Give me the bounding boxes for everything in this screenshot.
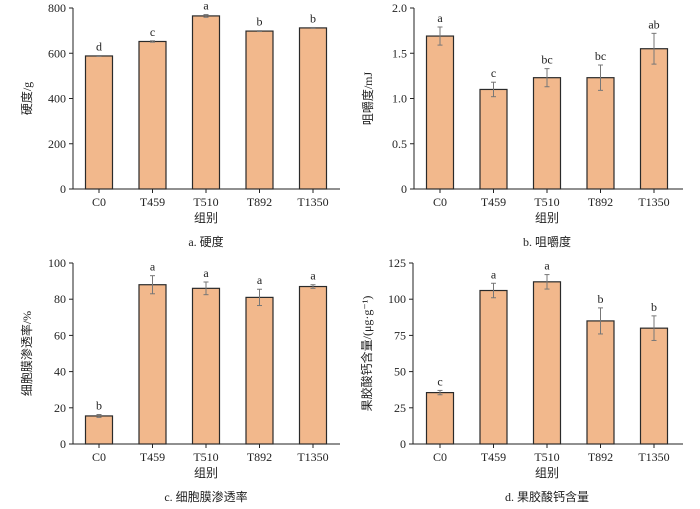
bar-t459 xyxy=(138,284,167,445)
bar-t510 xyxy=(191,287,221,445)
significance-letter: b xyxy=(257,15,263,29)
bar-t1350 xyxy=(298,27,328,190)
y-tick-label: 2.0 xyxy=(392,1,407,15)
significance-letter: bc xyxy=(595,49,606,63)
x-tick-label: T459 xyxy=(481,195,506,209)
significance-letter: bc xyxy=(541,53,552,67)
y-tick-label: 80 xyxy=(54,292,66,306)
x-tick-label: T892 xyxy=(247,195,272,209)
y-tick-label: 100 xyxy=(388,292,406,306)
y-tick-label: 600 xyxy=(48,46,66,60)
bar-t459 xyxy=(138,40,167,190)
significance-letter: ab xyxy=(648,17,659,31)
y-tick-label: 25 xyxy=(394,401,406,415)
bar-t510 xyxy=(191,15,221,190)
y-tick-label: 200 xyxy=(48,137,66,151)
x-axis-label: 组别 xyxy=(535,466,559,480)
y-tick-label: 0.5 xyxy=(392,137,407,151)
significance-letter: a xyxy=(437,11,443,25)
x-tick-label: C0 xyxy=(92,450,106,464)
significance-letter: b xyxy=(598,292,604,306)
x-tick-label: T892 xyxy=(588,450,613,464)
bar-t459 xyxy=(479,88,508,190)
x-tick-label: T510 xyxy=(534,450,559,464)
bar-t1350 xyxy=(298,285,328,445)
y-tick-label: 800 xyxy=(48,1,66,15)
y-tick-label: 1.5 xyxy=(392,46,407,60)
x-tick-label: T459 xyxy=(140,450,165,464)
significance-letter: a xyxy=(203,0,209,13)
significance-letter: c xyxy=(491,66,496,80)
significance-letter: d xyxy=(96,40,102,54)
x-tick-label: T1350 xyxy=(297,450,328,464)
x-tick-label: T459 xyxy=(140,195,165,209)
y-tick-label: 0 xyxy=(401,182,407,196)
bar-t1350 xyxy=(639,48,669,190)
panel-d-calcium-pectate: 0 25 50 75 100 125 c C0 a T459 a T510 b T892 b T1350 组别 d… xyxy=(359,256,683,504)
significance-letter: c xyxy=(150,25,155,39)
x-tick-label: C0 xyxy=(92,195,106,209)
x-tick-label: C0 xyxy=(433,450,447,464)
significance-letter: a xyxy=(544,259,550,273)
significance-letter: a xyxy=(257,273,263,287)
y-tick-label: 1.0 xyxy=(392,92,407,106)
x-tick-label: T1350 xyxy=(638,450,669,464)
y-tick-label: 60 xyxy=(54,328,66,342)
bar-t892 xyxy=(586,320,615,445)
panel-c-membrane-permeability: 0 20 40 60 80 100 b C0 a T459 a T510 a T892 a T1350 组别 c.… xyxy=(19,256,340,504)
panel-caption: b. 咀嚼度 xyxy=(523,234,571,249)
panel-caption: c. 细胞膜渗透率 xyxy=(164,489,247,504)
bar-t510 xyxy=(532,77,562,190)
bar-c0 xyxy=(84,415,114,445)
bar-t892 xyxy=(245,30,274,190)
x-tick-label: T1350 xyxy=(638,195,669,209)
bar-t892 xyxy=(245,296,274,445)
significance-letter: b xyxy=(96,398,102,412)
significance-letter: a xyxy=(491,267,497,281)
x-tick-label: C0 xyxy=(433,195,447,209)
bar-c0 xyxy=(425,35,455,190)
x-tick-label: T892 xyxy=(588,195,613,209)
panel-caption: a. 硬度 xyxy=(188,234,223,249)
panel-a-hardness: 0 200 400 600 800 d C0 c T459 a T510 b T892 b T1350 组别 a… xyxy=(19,0,340,249)
y-axis-label: 咀嚼度/mJ xyxy=(360,72,375,126)
x-tick-label: T1350 xyxy=(297,195,328,209)
y-tick-label: 0 xyxy=(60,182,66,196)
x-tick-label: T892 xyxy=(247,450,272,464)
y-tick-label: 50 xyxy=(394,365,406,379)
x-tick-label: T510 xyxy=(193,195,218,209)
y-tick-label: 100 xyxy=(48,256,66,270)
bar-c0 xyxy=(425,391,455,445)
y-axis-label: 细胞膜渗透率/% xyxy=(19,311,34,396)
y-tick-label: 75 xyxy=(394,328,406,342)
y-tick-label: 400 xyxy=(48,92,66,106)
y-axis-label: 硬度/g xyxy=(19,82,34,115)
y-axis-label: 果胶酸钙含量/(μg·g⁻¹) xyxy=(359,296,374,412)
significance-letter: b xyxy=(651,300,657,314)
significance-letter: a xyxy=(203,266,209,280)
significance-letter: c xyxy=(437,374,442,388)
bar-c0 xyxy=(84,55,114,190)
panel-caption: d. 果胶酸钙含量 xyxy=(505,489,589,504)
y-tick-label: 20 xyxy=(54,401,66,415)
bar-t459 xyxy=(479,289,508,445)
bar-t892 xyxy=(586,77,615,190)
bar-t510 xyxy=(532,281,562,445)
x-axis-label: 组别 xyxy=(194,211,218,225)
panel-b-chewiness: 0 0.5 1.0 1.5 2.0 a C0 c T459 bc T510 bc T892 ab T1350… xyxy=(360,1,683,249)
x-axis-label: 组别 xyxy=(194,466,218,480)
bar-t1350 xyxy=(639,327,669,445)
x-axis-label: 组别 xyxy=(535,211,559,225)
x-tick-label: T510 xyxy=(534,195,559,209)
significance-letter: b xyxy=(310,11,316,25)
significance-letter: a xyxy=(310,269,316,283)
y-tick-label: 125 xyxy=(388,256,406,270)
y-tick-label: 40 xyxy=(54,365,66,379)
y-tick-label: 0 xyxy=(60,437,66,451)
x-tick-label: T459 xyxy=(481,450,506,464)
x-tick-label: T510 xyxy=(193,450,218,464)
y-tick-label: 0 xyxy=(400,437,406,451)
significance-letter: a xyxy=(150,260,156,274)
